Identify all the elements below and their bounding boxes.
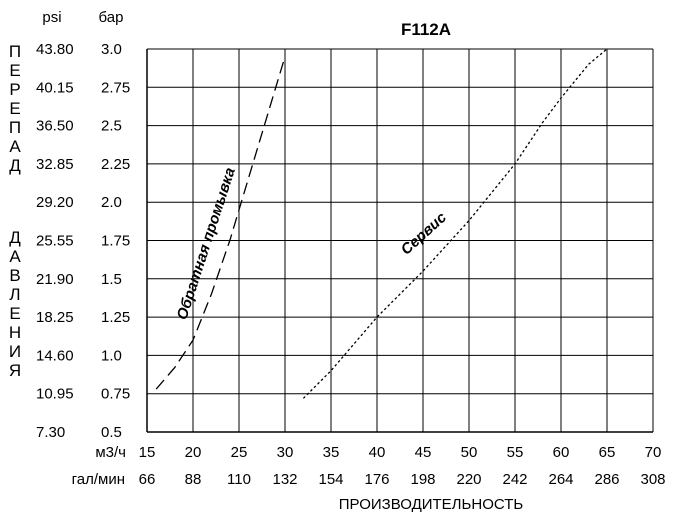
y-tick-label: 1.5 <box>101 271 122 288</box>
y-axis-label-letter: Р <box>9 80 21 99</box>
y-tick-label: 2.75 <box>101 79 130 96</box>
x-tick-label-secondary: 242 <box>502 471 527 488</box>
x-tick-label: 70 <box>645 444 662 461</box>
chart-title: F112A <box>401 20 451 39</box>
y-tick-label-secondary: 32.85 <box>36 156 74 173</box>
y-tick-label: 3.0 <box>101 41 122 58</box>
y-axis-label-letter: В <box>9 266 21 285</box>
x-tick-label-secondary: 154 <box>318 471 343 488</box>
x-tick-label: 30 <box>277 444 294 461</box>
y-tick-label: 0.75 <box>101 386 130 403</box>
y-tick-label-secondary: 36.50 <box>36 118 74 135</box>
y-tick-label: 2.25 <box>101 156 130 173</box>
y-axis-label-letter: И <box>8 342 22 361</box>
y-axis-label-letter: Л <box>9 285 21 304</box>
y-tick-label: 0.5 <box>101 424 122 441</box>
y-tick-label-secondary: 25.55 <box>36 233 74 250</box>
y-axis-label-letter: Я <box>8 361 22 380</box>
y-axis-label-letter: А <box>9 247 21 266</box>
x-tick-label-secondary: 308 <box>640 471 665 488</box>
y-unit-secondary: psi <box>42 9 61 26</box>
x-unit-secondary: гал/мин <box>72 471 125 488</box>
y-axis-label-letter: П <box>8 42 22 61</box>
x-tick-label: 40 <box>369 444 386 461</box>
y-tick-label-secondary: 18.25 <box>36 309 74 326</box>
x-tick-label-secondary: 264 <box>548 471 573 488</box>
x-tick-label-secondary: 198 <box>410 471 435 488</box>
series-line-backwash <box>155 56 286 390</box>
x-tick-label: 45 <box>415 444 432 461</box>
series-label-service: Сервис <box>398 209 451 259</box>
y-axis-label-letter: А <box>9 137 21 156</box>
y-axis-label-letter: П <box>8 118 22 137</box>
y-tick-label: 2.0 <box>101 194 122 211</box>
y-unit-primary: бар <box>99 9 124 26</box>
x-tick-label-secondary: 110 <box>227 471 251 488</box>
x-tick-label-secondary: 66 <box>139 471 156 488</box>
x-tick-label: 65 <box>599 444 616 461</box>
y-axis-label-letter: Д <box>9 228 21 247</box>
y-axis-label-letter: Е <box>9 304 21 323</box>
x-tick-label-secondary: 88 <box>185 471 202 488</box>
y-tick-label: 2.5 <box>101 118 122 135</box>
y-tick-label: 1.75 <box>101 233 130 250</box>
y-axis-label-letter: Е <box>9 99 21 118</box>
x-tick-label-secondary: 132 <box>272 471 297 488</box>
x-tick-label: 25 <box>231 444 248 461</box>
y-axis-label-letter: Н <box>8 323 22 342</box>
x-unit-primary: м3/ч <box>95 444 126 461</box>
y-axis-label-letter: Е <box>9 61 21 80</box>
x-tick-label: 55 <box>507 444 524 461</box>
x-tick-label-secondary: 176 <box>364 471 389 488</box>
x-axis-label: ПРОИЗВОДИТЕЛЬНОСТЬ <box>339 496 524 512</box>
y-axis-label-letter: Д <box>9 156 21 175</box>
x-tick-label-secondary: 286 <box>594 471 619 488</box>
x-tick-label: 35 <box>323 444 340 461</box>
y-tick-label-secondary: 7.30 <box>36 424 65 441</box>
x-tick-label: 15 <box>139 444 156 461</box>
x-tick-label: 60 <box>553 444 570 461</box>
y-tick-label-secondary: 10.95 <box>36 386 74 403</box>
x-tick-label: 20 <box>185 444 202 461</box>
y-tick-label: 1.0 <box>101 347 122 364</box>
x-tick-label: 50 <box>461 444 478 461</box>
y-tick-label-secondary: 29.20 <box>36 194 74 211</box>
y-tick-label-secondary: 43.80 <box>36 41 74 58</box>
y-tick-label-secondary: 40.15 <box>36 79 74 96</box>
x-tick-label-secondary: 220 <box>456 471 481 488</box>
y-tick-label-secondary: 14.60 <box>36 347 74 364</box>
y-tick-label-secondary: 21.90 <box>36 271 74 288</box>
y-tick-label: 1.25 <box>101 309 130 326</box>
